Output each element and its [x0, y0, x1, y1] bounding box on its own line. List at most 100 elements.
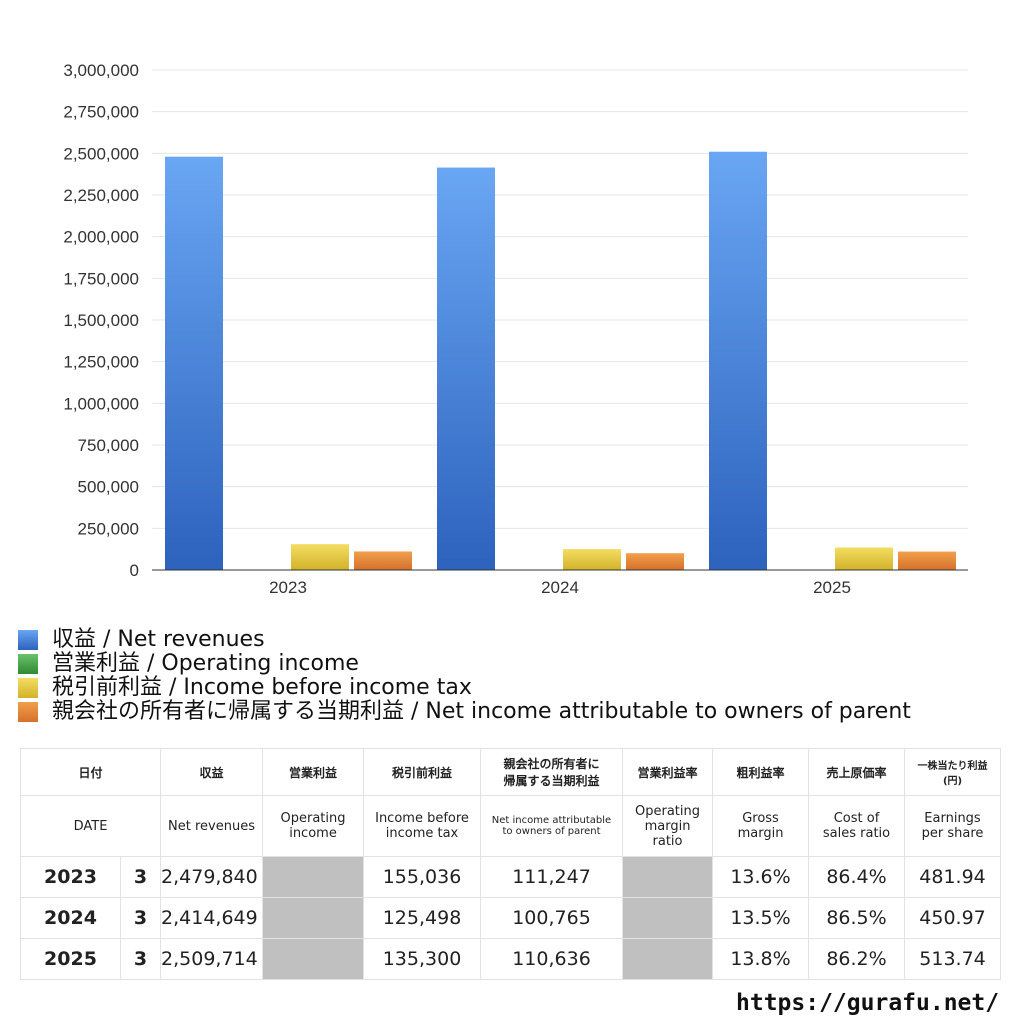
header-eps-jp: 一株当たり利益 (円)	[904, 748, 1002, 796]
cell-year: 2023	[20, 856, 121, 898]
bar-2024-series-0	[437, 167, 495, 570]
y-tick-label: 1,000,000	[63, 394, 139, 413]
cell-cost-ratio: 86.4%	[808, 856, 906, 898]
header-cost-ratio-jp: 売上原価率	[808, 748, 906, 796]
x-tick-label: 2023	[269, 578, 307, 597]
bar-2023-series-0	[165, 156, 223, 570]
header-text: sales ratio	[822, 826, 891, 841]
header-operating-income-en: Operating income	[262, 795, 365, 857]
legend-item: 親会社の所有者に帰属する当期利益 / Net income attributab…	[18, 700, 911, 724]
header-operating-income-jp: 営業利益	[262, 748, 365, 796]
header-date-jp: 日付	[19, 748, 162, 796]
y-tick-label: 1,250,000	[63, 353, 139, 372]
table-row: 2025 3 2,509,714 135,300 110,636 13.8% 8…	[20, 938, 1002, 980]
cell-revenues: 2,509,714	[160, 938, 264, 980]
header-text: margin	[737, 826, 784, 841]
header-op-margin-en: Operating margin ratio	[622, 795, 714, 857]
cell-eps: 513.74	[904, 938, 1002, 980]
legend: 収益 / Net revenues 営業利益 / Operating incom…	[18, 628, 911, 724]
cell-revenues: 2,479,840	[160, 856, 264, 898]
header-cost-ratio-en: Cost of sales ratio	[808, 795, 906, 857]
header-text: margin	[644, 818, 691, 834]
legend-swatch-net-income	[18, 702, 38, 722]
legend-item: 収益 / Net revenues	[18, 628, 911, 652]
header-text: 帰属する当期利益	[503, 774, 600, 788]
cell-cost-ratio: 86.5%	[808, 897, 906, 939]
x-tick-label: 2024	[541, 578, 579, 597]
legend-label: 営業利益 / Operating income	[52, 651, 359, 676]
legend-label: 収益 / Net revenues	[52, 627, 265, 652]
cell-op-margin	[622, 938, 714, 980]
x-axis: 2023 2024 2025	[269, 578, 851, 597]
y-tick-label: 3,000,000	[63, 61, 139, 80]
header-text: Operating	[280, 811, 346, 826]
cell-op-margin	[622, 856, 714, 898]
cell-net-income: 100,765	[480, 897, 624, 939]
financial-table: 日付 収益 営業利益 税引前利益 親会社の所有者に 帰属する当期利益 営業利益率 …	[19, 748, 1002, 980]
header-eps-en: Earnings per share	[904, 795, 1002, 857]
cell-month: 3	[119, 897, 162, 939]
bar-2024-series-3	[626, 553, 684, 570]
header-text: income	[289, 826, 337, 841]
cell-operating-income	[262, 938, 365, 980]
bar-2023-series-2	[291, 544, 349, 570]
legend-item: 税引前利益 / Income before income tax	[18, 676, 911, 700]
legend-swatch-income-before-tax	[18, 678, 38, 698]
header-revenues-en: Net revenues	[160, 795, 264, 857]
cell-op-margin	[622, 897, 714, 939]
header-text: Cost of	[833, 811, 880, 826]
header-text: to owners of parent	[502, 826, 601, 837]
y-tick-label: 2,750,000	[63, 103, 139, 122]
y-tick-label: 500,000	[78, 478, 139, 497]
legend-label: 税引前利益 / Income before income tax	[52, 675, 472, 700]
header-text: 一株当たり利益	[917, 761, 988, 772]
table-row: 2024 3 2,414,649 125,498 100,765 13.5% 8…	[20, 897, 1002, 939]
source-url[interactable]: https://gurafu.net/	[736, 990, 1000, 1016]
header-row-en: DATE Net revenues Operating income Income…	[19, 795, 1002, 857]
cell-gross-margin: 13.6%	[712, 856, 810, 898]
y-tick-label: 1,750,000	[63, 269, 139, 288]
cell-net-income: 110,636	[480, 938, 624, 980]
cell-month: 3	[119, 938, 162, 980]
header-net-income-jp: 親会社の所有者に 帰属する当期利益	[480, 748, 624, 796]
cell-year: 2024	[20, 897, 121, 939]
header-text: income tax	[385, 826, 459, 841]
y-tick-label: 1,500,000	[63, 311, 139, 330]
cell-eps: 481.94	[904, 856, 1002, 898]
bar-2024-series-2	[563, 549, 621, 570]
x-tick-label: 2025	[813, 578, 851, 597]
bar-2025-series-0	[709, 151, 767, 570]
header-text: per share	[921, 826, 984, 841]
cell-year: 2025	[20, 938, 121, 980]
cell-net-income: 111,247	[480, 856, 624, 898]
cell-eps: 450.97	[904, 897, 1002, 939]
cell-operating-income	[262, 897, 365, 939]
legend-item: 営業利益 / Operating income	[18, 652, 911, 676]
cell-pretax: 135,300	[363, 938, 482, 980]
header-text: Net income attributable	[491, 815, 612, 826]
header-text: 親会社の所有者に	[503, 757, 600, 771]
header-pretax-jp: 税引前利益	[363, 748, 482, 796]
cell-month: 3	[119, 856, 162, 898]
header-text: (円)	[942, 776, 963, 787]
header-text: Gross	[742, 811, 779, 826]
header-pretax-en: Income before income tax	[363, 795, 482, 857]
header-gross-margin-en: Gross margin	[712, 795, 810, 857]
header-op-margin-jp: 営業利益率	[622, 748, 714, 796]
y-tick-label: 250,000	[78, 519, 139, 538]
header-text: ratio	[652, 833, 683, 849]
header-net-income-en: Net income attributable to owners of pare…	[480, 795, 624, 857]
legend-swatch-net-revenues	[18, 630, 38, 650]
bars	[165, 151, 956, 570]
cell-cost-ratio: 86.2%	[808, 938, 906, 980]
cell-gross-margin: 13.8%	[712, 938, 810, 980]
y-tick-label: 2,000,000	[63, 228, 139, 247]
header-gross-margin-jp: 粗利益率	[712, 748, 810, 796]
gridlines	[152, 69, 968, 529]
bar-chart: 0 250,000 500,000 750,000 1,000,000 1,250,000…	[63, 61, 968, 597]
cell-revenues: 2,414,649	[160, 897, 264, 939]
bar-2025-series-3	[898, 551, 956, 570]
y-tick-label: 2,250,000	[63, 186, 139, 205]
y-tick-label: 0	[130, 561, 139, 580]
cell-pretax: 125,498	[363, 897, 482, 939]
